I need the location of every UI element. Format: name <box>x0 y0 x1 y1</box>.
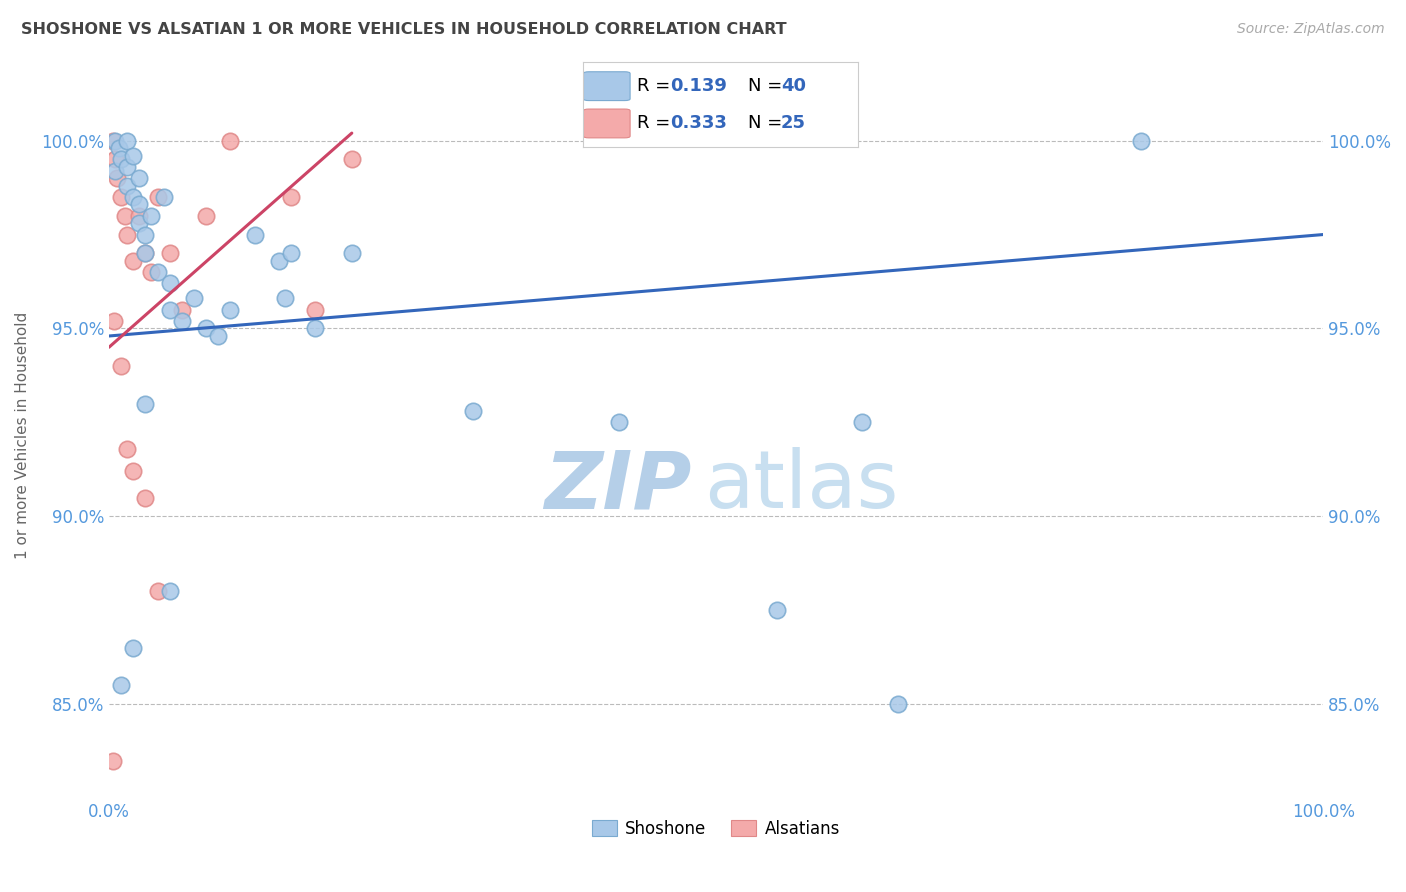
Point <box>141 209 163 223</box>
Point <box>159 302 181 317</box>
Point <box>107 141 129 155</box>
Legend: Shoshone, Alsatians: Shoshone, Alsatians <box>585 813 846 844</box>
Point <box>128 171 150 186</box>
Point <box>122 253 145 268</box>
Point <box>128 209 150 223</box>
Point <box>146 265 169 279</box>
Text: R =: R = <box>637 78 676 95</box>
FancyBboxPatch shape <box>583 71 630 101</box>
Point <box>170 302 193 317</box>
Point <box>115 178 138 193</box>
Text: 0.333: 0.333 <box>669 114 727 132</box>
Point <box>887 697 910 711</box>
Point <box>110 153 132 167</box>
Point <box>115 160 138 174</box>
Point <box>195 321 218 335</box>
Point <box>243 227 266 242</box>
Text: Source: ZipAtlas.com: Source: ZipAtlas.com <box>1237 22 1385 37</box>
Y-axis label: 1 or more Vehicles in Household: 1 or more Vehicles in Household <box>15 312 30 559</box>
Text: ZIP: ZIP <box>544 447 692 525</box>
Point <box>340 153 363 167</box>
Text: 25: 25 <box>780 114 806 132</box>
Point <box>101 754 124 768</box>
Point <box>128 197 150 211</box>
Point <box>152 190 174 204</box>
Point <box>122 640 145 655</box>
Point <box>219 134 242 148</box>
Point <box>159 246 181 260</box>
Point <box>101 134 124 148</box>
Point <box>134 491 156 505</box>
Point <box>340 246 363 260</box>
Point <box>851 416 873 430</box>
Point <box>104 153 127 167</box>
Point <box>146 190 169 204</box>
Point <box>219 302 242 317</box>
Point <box>195 209 218 223</box>
Point <box>103 314 125 328</box>
Point <box>110 190 132 204</box>
FancyBboxPatch shape <box>583 109 630 138</box>
Text: R =: R = <box>637 114 676 132</box>
Point <box>183 292 205 306</box>
Point <box>134 246 156 260</box>
Point <box>1130 134 1153 148</box>
Point <box>267 253 290 268</box>
Point <box>146 584 169 599</box>
Text: N =: N = <box>748 114 787 132</box>
Point <box>122 464 145 478</box>
Point <box>134 246 156 260</box>
Point <box>122 148 145 162</box>
Point <box>463 404 485 418</box>
Point <box>134 227 156 242</box>
Point <box>607 416 630 430</box>
Point <box>280 246 302 260</box>
Text: N =: N = <box>748 78 787 95</box>
Point <box>170 314 193 328</box>
Point <box>207 329 229 343</box>
Point <box>134 396 156 410</box>
Point <box>104 163 127 178</box>
Point <box>128 216 150 230</box>
Point <box>141 265 163 279</box>
Point <box>765 603 787 617</box>
Text: 0.139: 0.139 <box>669 78 727 95</box>
Point <box>114 209 136 223</box>
Point <box>159 277 181 291</box>
Point <box>304 302 326 317</box>
Point <box>104 134 127 148</box>
Point <box>115 227 138 242</box>
Point <box>115 442 138 456</box>
Point <box>122 190 145 204</box>
Point <box>110 359 132 373</box>
Text: atlas: atlas <box>704 447 898 525</box>
Point <box>280 190 302 204</box>
Point <box>115 134 138 148</box>
Text: 40: 40 <box>780 78 806 95</box>
Point <box>274 292 297 306</box>
Point <box>159 584 181 599</box>
Point <box>107 171 129 186</box>
Point <box>304 321 326 335</box>
Point <box>110 678 132 692</box>
Text: SHOSHONE VS ALSATIAN 1 OR MORE VEHICLES IN HOUSEHOLD CORRELATION CHART: SHOSHONE VS ALSATIAN 1 OR MORE VEHICLES … <box>21 22 787 37</box>
